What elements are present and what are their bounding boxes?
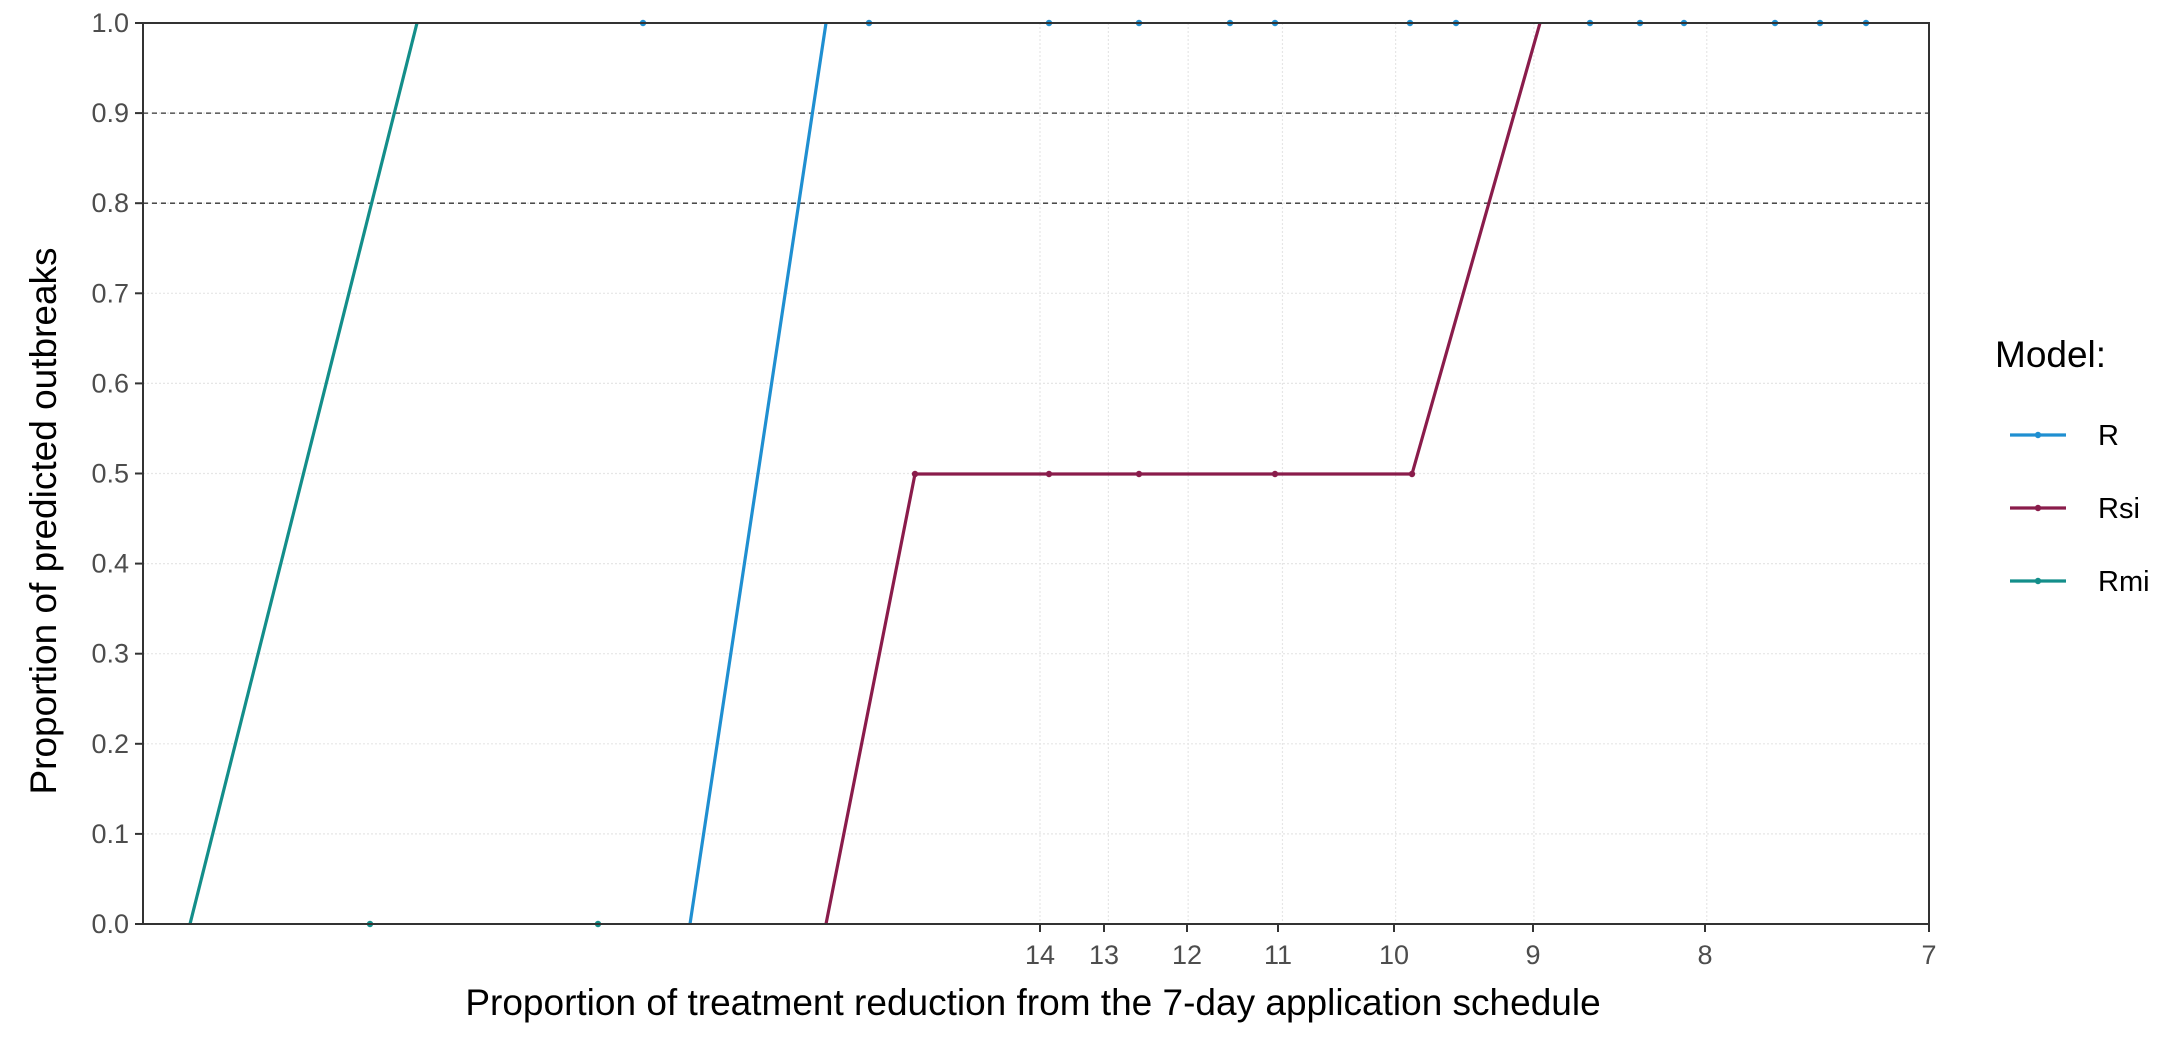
y-axis: 0.0 0.1 0.2 0.3 0.4 0.5 0.6 0.7 0.8 0.9 1.0	[91, 8, 143, 939]
y-tick-label: 0.1	[91, 819, 129, 849]
x-tick-label: 13	[1089, 940, 1119, 970]
legend: Model: R Rsi Rmi	[1995, 334, 2150, 598]
x-tick-label: 12	[1172, 940, 1202, 970]
series-line-rsi	[824, 22, 1542, 925]
y-tick-label: 0.2	[91, 729, 129, 759]
x-tick-label: 10	[1379, 940, 1409, 970]
series-lines	[188, 19, 1870, 928]
x-tick-label: 8	[1697, 940, 1712, 970]
y-tick-label: 0.5	[91, 459, 129, 489]
legend-item-rmi: Rmi	[2010, 566, 2150, 598]
reference-lines	[143, 112, 1929, 204]
y-tick-label: 0.7	[91, 278, 129, 308]
y-tick-label: 0.3	[91, 639, 129, 669]
y-tick-label: 0.6	[91, 368, 129, 398]
legend-items: R Rsi Rmi	[2010, 420, 2150, 598]
y-tick-label: 0.8	[91, 188, 129, 218]
data-point	[911, 470, 919, 478]
series-line-r	[688, 22, 828, 925]
x-tick-label: 14	[1025, 940, 1055, 970]
x-tick-label: 9	[1525, 940, 1540, 970]
data-point	[1045, 470, 1053, 478]
legend-key-point	[2034, 504, 2042, 512]
data-point	[1271, 470, 1279, 478]
x-axis: 14 13 12 11 10 9 8 7	[1025, 924, 1937, 970]
x-tick-label: 7	[1921, 940, 1936, 970]
y-tick-label: 1.0	[91, 8, 129, 38]
data-point	[1135, 470, 1143, 478]
y-tick-label: 0.4	[91, 549, 129, 579]
y-axis-title: Proportion of predicted outbreaks	[23, 247, 64, 794]
x-axis-title: Proportion of treatment reduction from t…	[465, 982, 1600, 1023]
legend-label: Rsi	[2098, 493, 2140, 525]
y-tick-label: 0.0	[91, 909, 129, 939]
series-rmi	[188, 22, 602, 928]
legend-key-point	[2034, 577, 2042, 585]
legend-item-r: R	[2010, 420, 2119, 452]
series-r	[639, 19, 1870, 925]
legend-label: Rmi	[2098, 566, 2150, 598]
legend-label: R	[2098, 420, 2119, 452]
data-point	[1408, 470, 1416, 478]
series-line-rmi	[188, 22, 419, 925]
legend-item-rsi: Rsi	[2010, 493, 2140, 525]
x-tick-label: 11	[1264, 940, 1292, 970]
y-tick-label: 0.9	[91, 98, 129, 128]
legend-key-point	[2034, 431, 2042, 439]
series-rsi	[824, 22, 1542, 925]
legend-title: Model:	[1995, 334, 2106, 375]
